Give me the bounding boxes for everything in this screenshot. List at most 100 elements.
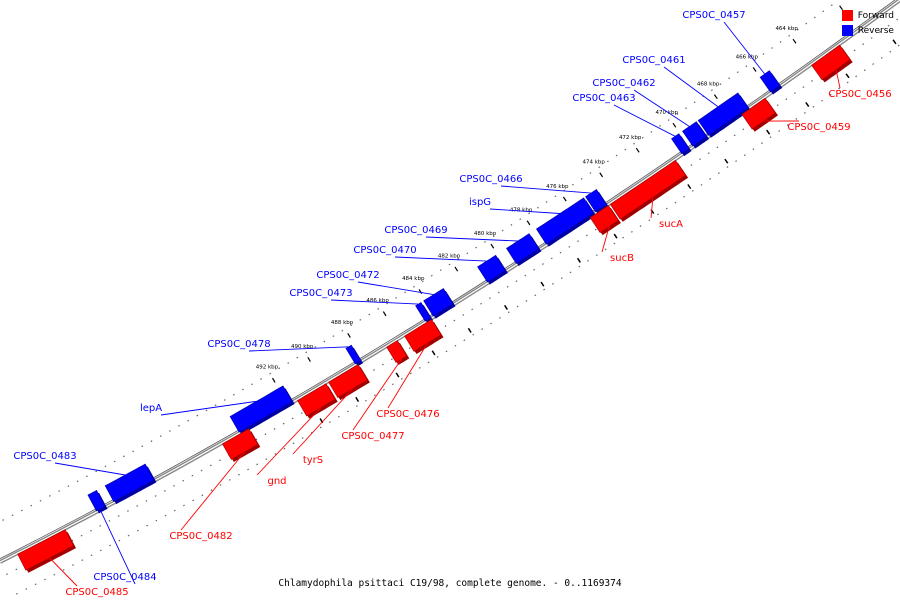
scale-tick-inner	[355, 396, 360, 402]
tick-label: 490 kbp	[291, 344, 314, 350]
label-leader	[357, 281, 434, 296]
gene-cps0c-0478[interactable]	[345, 344, 362, 365]
gene-cps0c-0469[interactable]	[506, 233, 540, 264]
tick-label: 474 kbp	[582, 160, 605, 166]
scale-tick-inner	[845, 73, 850, 79]
tick-label: 486 kbp	[366, 298, 389, 304]
gene-cps0c-0477[interactable]	[386, 340, 408, 363]
tick-label: 484 kbp	[402, 276, 425, 282]
tick-label: 480 kbp	[474, 231, 497, 237]
forward-swatch	[841, 10, 853, 21]
gene-label: tyrS	[303, 455, 323, 466]
gene-label: CPS0C_0463	[572, 93, 635, 104]
legend: Forward Reverse	[841, 8, 894, 38]
gene-label: CPS0C_0482	[169, 531, 232, 542]
gene-cps0c-0483[interactable]	[104, 463, 155, 503]
scale-tick-inner	[766, 129, 771, 135]
gene-cps0c-0473[interactable]	[415, 302, 431, 322]
label-leader	[394, 256, 487, 262]
tick-label: 472 kbp	[619, 135, 642, 141]
reverse-swatch	[841, 25, 853, 36]
gene-label: CPS0C_0476	[376, 409, 439, 420]
label-leader	[613, 104, 676, 137]
label-leader	[248, 346, 349, 352]
tick-label: 476 kbp	[546, 184, 569, 190]
scale-tick-inner	[540, 281, 545, 287]
gene-tyrs[interactable]	[328, 364, 368, 399]
scale-tick	[382, 311, 387, 317]
gene-cps0c-0463[interactable]	[671, 133, 690, 155]
legend-forward: Forward	[841, 8, 894, 23]
gene-sucb[interactable]	[589, 205, 619, 234]
scale-tick	[307, 356, 311, 362]
gene-label: lepA	[140, 403, 162, 414]
scale-tick	[490, 243, 495, 249]
gene-ispg[interactable]	[535, 197, 595, 245]
scale-tick-inner	[892, 39, 897, 45]
gene-label: ispG	[469, 197, 491, 208]
tick-label: 488 kbp	[331, 320, 354, 326]
gene-label: CPS0C_0483	[13, 451, 76, 462]
gene-cps0c-0470[interactable]	[477, 254, 506, 283]
scale-tick-inner	[395, 372, 400, 378]
gene-cps0c-0462[interactable]	[682, 121, 708, 147]
gene-label: CPS0C_0478	[207, 339, 270, 350]
gene-label: CPS0C_0477	[341, 431, 404, 442]
gene-lepa[interactable]	[229, 385, 293, 433]
gene-gnd[interactable]	[297, 383, 336, 417]
legend-reverse: Reverse	[841, 23, 894, 38]
scale-tick	[454, 266, 459, 272]
gene-cps0c-0485[interactable]	[17, 529, 74, 571]
scale-tick-inner	[504, 304, 508, 310]
gene-label: sucB	[610, 253, 634, 264]
label-leader	[663, 66, 719, 108]
label-leader	[352, 358, 402, 431]
gene-label: CPS0C_0472	[316, 270, 379, 281]
gene-label: CPS0C_0461	[622, 55, 685, 66]
gene-label: CPS0C_0485	[65, 587, 128, 598]
scale-tick-inner	[576, 257, 581, 263]
gene-label: CPS0C_0456	[828, 89, 891, 100]
label-leader	[650, 197, 654, 219]
tick-label: 464 kbp	[775, 26, 798, 32]
label-leader	[292, 388, 353, 455]
scale-tick	[347, 333, 351, 338]
label-leader	[160, 400, 257, 416]
tick-label: 478 kbp	[510, 207, 533, 213]
gene-cps0c-0461[interactable]	[697, 92, 749, 136]
tick-label: 470 kbp	[656, 110, 679, 116]
scale-tick	[635, 147, 640, 153]
scale-tick	[599, 172, 604, 178]
label-leader	[489, 208, 561, 214]
scale-tick-inner	[687, 184, 692, 190]
gene-cps0c-0484[interactable]	[87, 490, 106, 512]
scale-tick-inner	[805, 102, 810, 107]
scale-tick	[562, 196, 567, 202]
label-leader	[633, 89, 690, 127]
legend-forward-label: Forward	[857, 10, 894, 21]
gene-cps0c-0457[interactable]	[759, 70, 781, 93]
gene-label: CPS0C_0470	[353, 245, 416, 256]
gene-cps0c-0482[interactable]	[221, 428, 259, 460]
label-leader	[601, 226, 610, 253]
scale-tick-inner	[613, 233, 618, 239]
gene-label: CPS0C_0484	[93, 572, 156, 583]
scale-tick	[271, 377, 276, 383]
gene-cps0c-0472[interactable]	[423, 288, 454, 317]
gene-cps0c-0476[interactable]	[404, 319, 442, 352]
scale-tick	[672, 122, 677, 128]
gene-labels: CPS0C_0457 CPS0C_0461 CPS0C_0462 CPS0C_0463…	[13, 10, 891, 598]
tick-label: 482 kbp	[438, 254, 461, 260]
gene-label: CPS0C_0462	[592, 78, 655, 89]
scale-tick	[418, 289, 423, 295]
gene-label: CPS0C_0457	[682, 10, 745, 21]
gene-cps0c-0459[interactable]	[741, 97, 776, 130]
gene-cps0c-0466[interactable]	[585, 188, 607, 213]
gene-cps0c-0456[interactable]	[811, 44, 851, 81]
gene-suca[interactable]	[609, 159, 687, 220]
gene-features	[17, 44, 853, 573]
label-leader	[256, 407, 322, 476]
